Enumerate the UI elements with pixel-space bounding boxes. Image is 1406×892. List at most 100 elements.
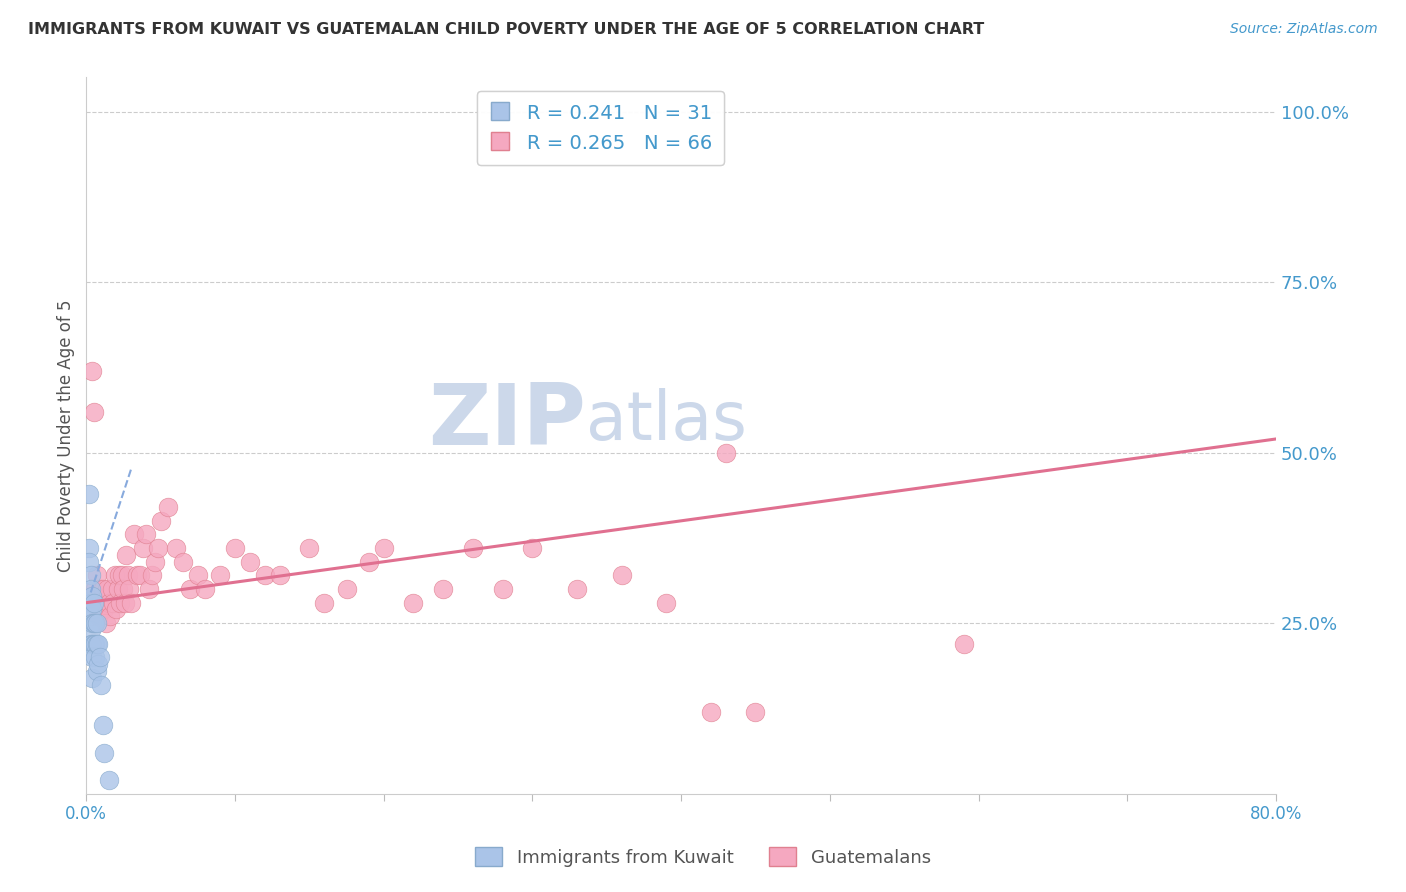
Point [402, 596, 425, 610]
Point [111, 568, 134, 582]
Point [107, 582, 129, 596]
Point [82, 637, 104, 651]
Point [80, 582, 103, 596]
Point [89, 582, 111, 596]
Point [157, 500, 180, 515]
Point [269, 568, 291, 582]
Point [224, 541, 246, 555]
Point [110, 596, 132, 610]
Point [86, 664, 108, 678]
Point [93, 746, 115, 760]
Text: IMMIGRANTS FROM KUWAIT VS GUATEMALAN CHILD POVERTY UNDER THE AGE OF 5 CORRELATIO: IMMIGRANTS FROM KUWAIT VS GUATEMALAN CHI… [28, 22, 984, 37]
Point [187, 568, 209, 582]
Point [114, 596, 136, 610]
Point [461, 541, 484, 555]
Point [87, 609, 110, 624]
Point [492, 582, 515, 596]
Point [100, 582, 122, 596]
Point [149, 514, 172, 528]
Point [97, 772, 120, 787]
Point [84, 637, 107, 651]
Point [84, 582, 107, 596]
Point [83, 616, 105, 631]
Point [194, 582, 217, 596]
Point [89, 650, 111, 665]
Point [82, 671, 104, 685]
Point [77, 541, 100, 555]
Point [565, 582, 588, 596]
Point [335, 582, 357, 596]
Point [115, 548, 138, 562]
Point [86, 568, 108, 582]
Point [83, 637, 105, 651]
Point [87, 596, 110, 610]
Point [120, 596, 142, 610]
Text: Source: ZipAtlas.com: Source: ZipAtlas.com [1230, 22, 1378, 37]
Point [82, 602, 104, 616]
Point [82, 589, 104, 603]
Point [432, 582, 454, 596]
Point [108, 568, 131, 582]
Point [135, 527, 157, 541]
Point [103, 568, 125, 582]
Point [314, 596, 336, 610]
Point [82, 650, 104, 665]
Legend: R = 0.241   N = 31, R = 0.265   N = 66: R = 0.241 N = 31, R = 0.265 N = 66 [477, 91, 724, 165]
Point [655, 596, 678, 610]
Point [87, 657, 110, 671]
Point [84, 650, 107, 665]
Point [143, 555, 166, 569]
Point [112, 582, 135, 596]
Point [101, 596, 124, 610]
Point [117, 568, 139, 582]
Point [86, 616, 108, 631]
Point [97, 596, 120, 610]
Point [146, 541, 169, 555]
Point [952, 637, 974, 651]
Y-axis label: Child Poverty Under the Age of 5: Child Poverty Under the Age of 5 [58, 300, 75, 572]
Point [700, 705, 723, 719]
Point [94, 616, 117, 631]
Point [96, 582, 118, 596]
Point [83, 596, 105, 610]
Point [522, 541, 544, 555]
Point [744, 705, 766, 719]
Point [239, 555, 262, 569]
Point [86, 637, 108, 651]
Point [80, 637, 103, 651]
Point [83, 405, 105, 419]
Point [610, 568, 633, 582]
Point [138, 582, 160, 596]
Point [179, 582, 201, 596]
Point [165, 541, 187, 555]
Point [80, 596, 103, 610]
Point [80, 623, 103, 637]
Point [90, 677, 112, 691]
Point [357, 555, 380, 569]
Point [373, 541, 395, 555]
Point [253, 568, 276, 582]
Point [105, 602, 128, 616]
Point [84, 616, 107, 631]
Point [122, 527, 145, 541]
Point [118, 582, 141, 596]
Point [98, 609, 121, 624]
Point [91, 582, 114, 596]
Point [77, 486, 100, 500]
Point [80, 609, 103, 624]
Point [87, 637, 110, 651]
Point [80, 568, 103, 582]
Point [141, 568, 163, 582]
Text: ZIP: ZIP [429, 380, 586, 463]
Point [128, 568, 150, 582]
Point [209, 568, 232, 582]
Point [172, 555, 194, 569]
Legend: Immigrants from Kuwait, Guatemalans: Immigrants from Kuwait, Guatemalans [468, 840, 938, 874]
Point [714, 445, 737, 459]
Point [132, 541, 155, 555]
Point [91, 718, 114, 732]
Text: atlas: atlas [586, 388, 747, 454]
Point [77, 555, 100, 569]
Point [298, 541, 321, 555]
Point [93, 602, 115, 616]
